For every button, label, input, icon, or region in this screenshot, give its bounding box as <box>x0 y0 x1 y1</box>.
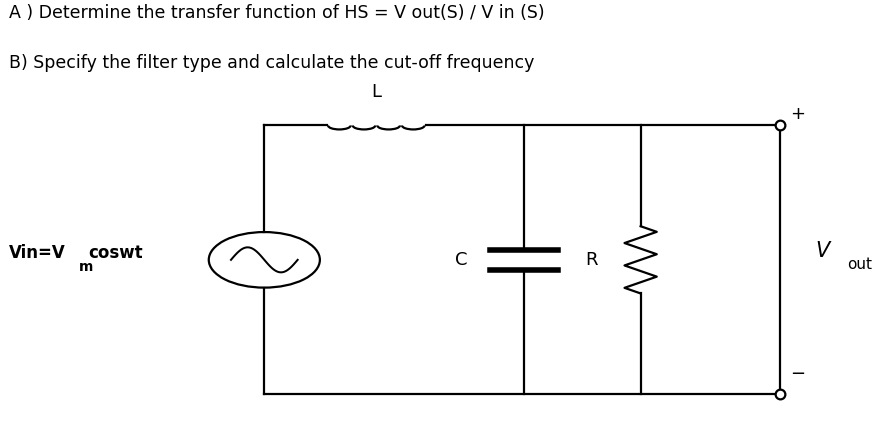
Text: B) Specify the filter type and calculate the cut-off frequency: B) Specify the filter type and calculate… <box>9 54 534 72</box>
Text: R: R <box>585 251 598 269</box>
Text: out: out <box>847 257 872 272</box>
Text: A ) Determine the transfer function of HS = V out(S) / V in (S): A ) Determine the transfer function of H… <box>9 4 545 22</box>
Text: V: V <box>815 241 830 261</box>
Text: +: + <box>790 105 806 123</box>
Text: −: − <box>790 365 806 383</box>
Text: Vin=V: Vin=V <box>9 244 65 262</box>
Text: coswt: coswt <box>88 244 142 262</box>
Text: m: m <box>79 259 93 274</box>
Text: C: C <box>455 251 468 269</box>
Text: L: L <box>371 83 382 101</box>
